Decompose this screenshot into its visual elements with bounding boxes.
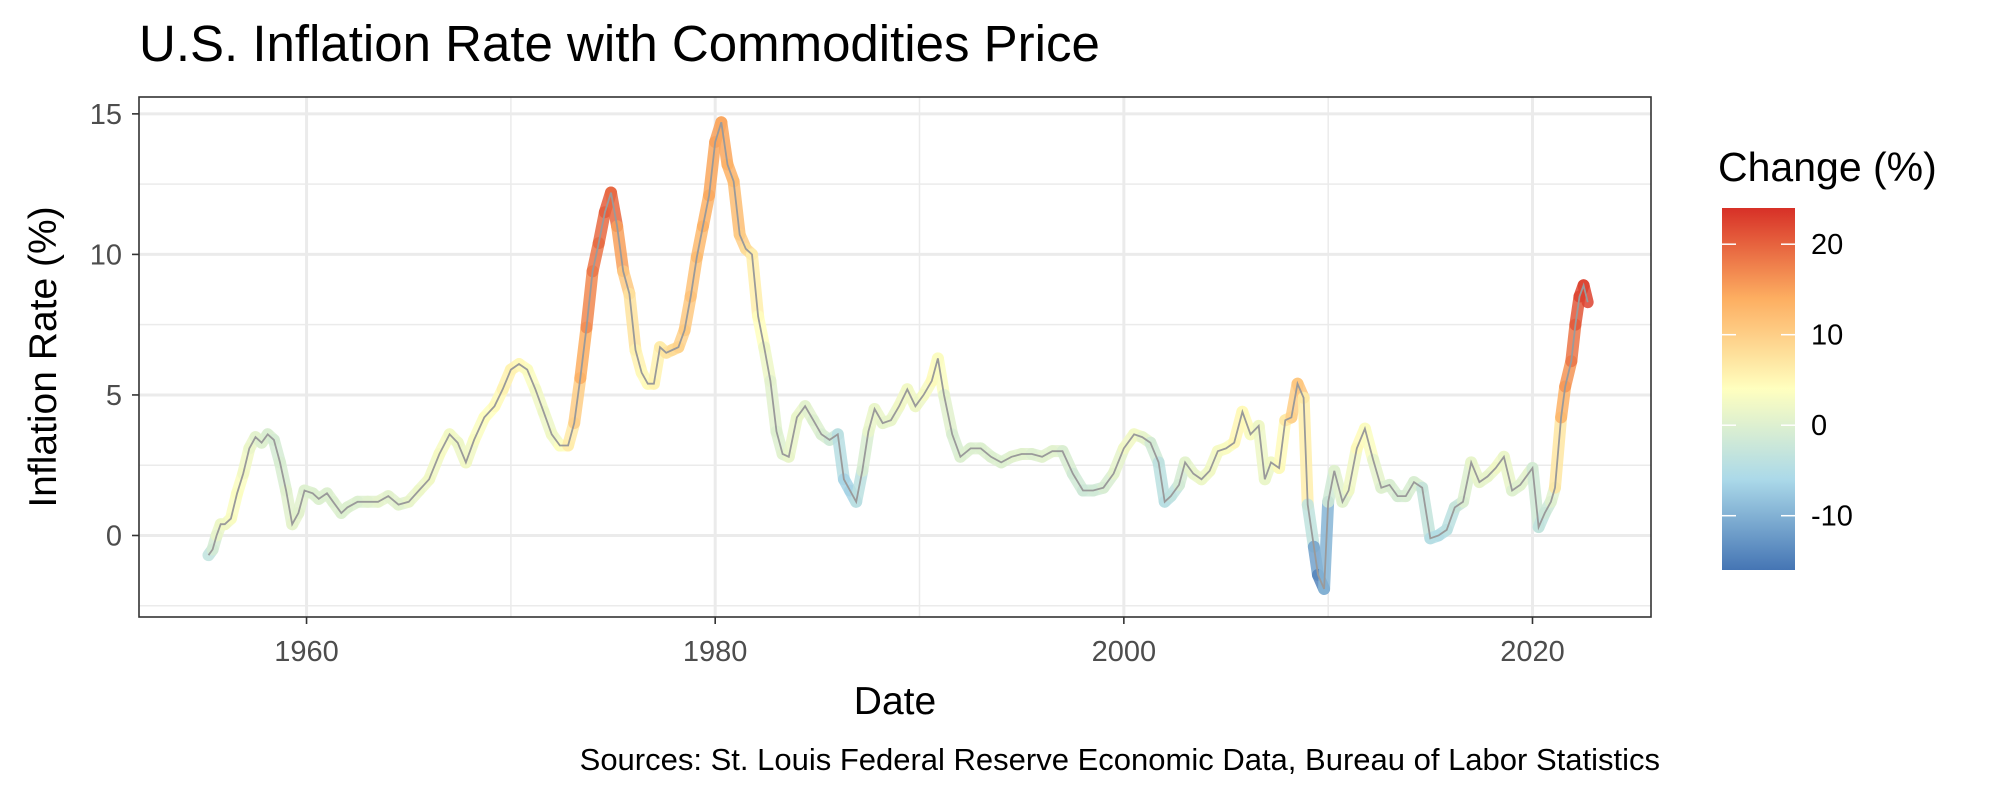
- legend-tick-label: 20: [1811, 229, 1843, 261]
- y-tick-label: 15: [90, 99, 122, 131]
- legend-ticks: 20 10 0 -10: [1722, 229, 1853, 533]
- legend-tick-label: 0: [1811, 410, 1827, 442]
- series-line-inflation: [207, 122, 1589, 590]
- x-tick-label: 2000: [1092, 636, 1157, 668]
- chart-title: U.S. Inflation Rate with Commodities Pri…: [139, 15, 1100, 72]
- legend-tick-label: -10: [1811, 501, 1853, 533]
- legend-title: Change (%): [1718, 144, 1937, 190]
- axes: 1960 1980 2000 2020 0 5 10 15: [90, 99, 1565, 668]
- y-tick-label: 10: [90, 239, 122, 271]
- chart-caption: Sources: St. Louis Federal Reserve Econo…: [579, 742, 1660, 777]
- plot-panel-border: [138, 96, 1652, 618]
- plot-background: [139, 97, 1651, 617]
- y-tick-label: 5: [106, 380, 122, 412]
- legend-tick-label: 10: [1811, 320, 1843, 352]
- x-tick-label: 1960: [274, 636, 339, 668]
- x-tick-label: 1980: [683, 636, 748, 668]
- y-axis-title: Inflation Rate (%): [22, 206, 65, 507]
- x-tick-label: 2020: [1500, 636, 1565, 668]
- series-line: [202, 116, 1594, 595]
- x-axis-title: Date: [854, 680, 936, 723]
- legend-colorbar: [1722, 208, 1795, 570]
- gridlines: [139, 97, 1651, 617]
- y-tick-label: 0: [106, 520, 122, 552]
